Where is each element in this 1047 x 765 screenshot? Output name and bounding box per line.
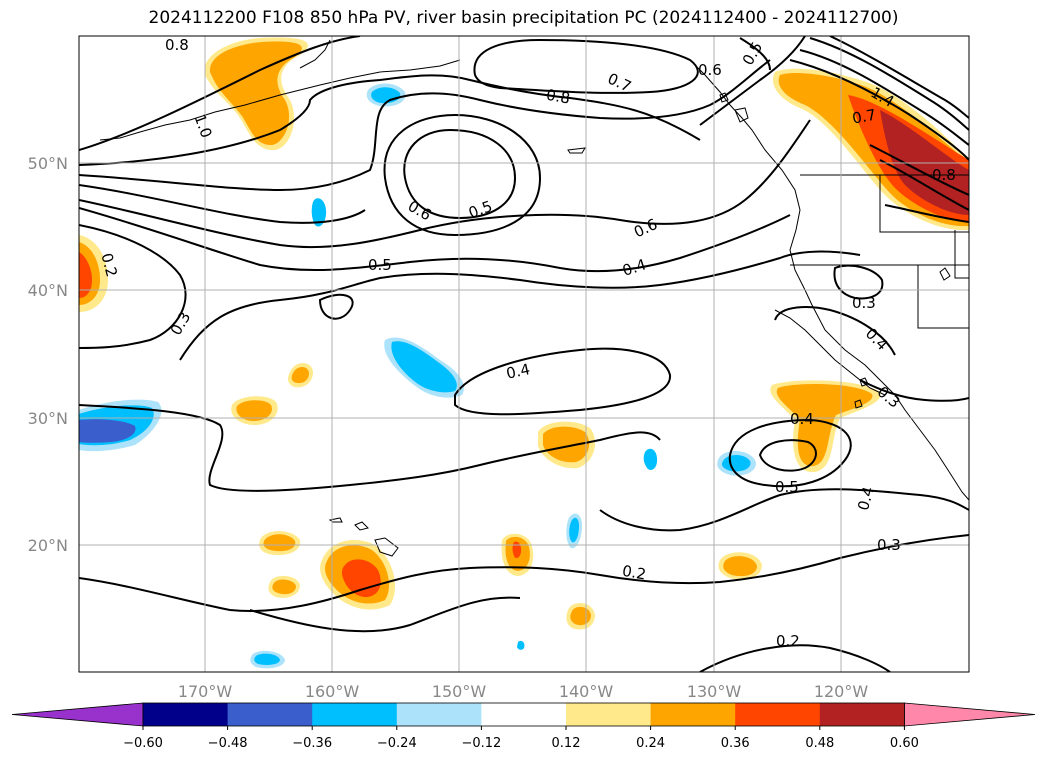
lon-label: 120°W	[814, 682, 869, 701]
contour-label: 0.3	[852, 294, 876, 312]
colorbar-extend-min	[11, 702, 144, 727]
colorbar-tick-label: −0.60	[123, 736, 163, 751]
colorbar-tick-label: −0.24	[377, 736, 417, 751]
colorbar-segment	[227, 703, 313, 726]
contour-label: 0.5	[368, 256, 392, 274]
pv-contours	[79, 36, 969, 672]
contour-label: 0.4	[854, 485, 878, 513]
lat-label: 20°N	[28, 536, 68, 555]
colorbar-tick-label: 0.48	[805, 736, 834, 751]
shade-region	[776, 384, 873, 467]
contour-label: 0.4	[790, 410, 814, 428]
colorbar-segment	[735, 703, 821, 726]
shade-region	[263, 534, 296, 552]
contour-label: 0.3	[877, 536, 901, 554]
shade-region	[291, 367, 309, 384]
shade-region	[543, 426, 590, 463]
precip-shading	[79, 37, 969, 669]
shade-region	[723, 556, 757, 577]
graticule	[79, 36, 969, 672]
contour-label: 0.4	[505, 360, 532, 383]
lat-label: 40°N	[28, 281, 68, 300]
colorbar-tick-label: 0.36	[721, 736, 750, 751]
shade-region	[272, 579, 296, 595]
colorbar-tick-label: 0.60	[890, 736, 919, 751]
lon-label: 140°W	[559, 682, 614, 701]
colorbar-segment	[396, 703, 482, 726]
contour-label: 0.8	[932, 166, 956, 184]
lon-label: 160°W	[305, 682, 360, 701]
contour-label: 0.5	[775, 478, 799, 496]
shade-region	[517, 640, 525, 650]
contour-label: 0.7	[851, 106, 878, 128]
shade-region	[512, 541, 522, 559]
colorbar-segment	[481, 703, 567, 726]
colorbar-tick-label: −0.12	[461, 736, 501, 751]
colorbar-tick-label: −0.36	[292, 736, 332, 751]
colorbar-tick-label: −0.48	[208, 736, 248, 751]
colorbar-tick-label: 0.12	[552, 736, 581, 751]
colorbar-extend-max	[904, 702, 1036, 727]
shade-region	[643, 448, 658, 470]
contour-label: 0.6	[698, 61, 722, 79]
map-frame	[78, 35, 970, 673]
contour-label: 0.2	[776, 632, 800, 650]
lon-label: 130°W	[687, 682, 742, 701]
shade-region	[570, 606, 591, 626]
shade-region	[236, 400, 272, 421]
colorbar-frame	[142, 702, 905, 727]
shade-region	[311, 198, 327, 227]
shade-region	[79, 252, 92, 298]
shade-region	[254, 653, 280, 665]
contour-label: 0.8	[165, 36, 189, 54]
shade-region	[391, 341, 457, 393]
coastlines	[99, 39, 969, 557]
colorbar-segment	[650, 703, 736, 726]
lon-label: 170°W	[178, 682, 233, 701]
colorbar-segment	[143, 703, 229, 726]
contour-label: 0.8	[545, 86, 572, 108]
shade-region	[209, 41, 302, 146]
colorbar-tick-label: 0.24	[636, 736, 665, 751]
contour-label: 0.2	[97, 251, 121, 279]
shade-region	[79, 419, 136, 443]
lon-label: 150°W	[432, 682, 487, 701]
colorbar-segment	[566, 703, 652, 726]
lat-label: 50°N	[28, 154, 68, 173]
colorbar-segment	[819, 703, 905, 726]
shade-region	[569, 517, 579, 543]
lat-label: 30°N	[28, 409, 68, 428]
map-title: 2024112200 F108 850 hPa PV, river basin …	[148, 8, 899, 28]
contour-label: 0.2	[621, 562, 648, 584]
colorbar-segment	[312, 703, 398, 726]
colorbar: −0.60 −0.48 −0.36 −0.24 −0.12 0.12 0.24 0.36 0.4…	[11, 702, 1036, 751]
